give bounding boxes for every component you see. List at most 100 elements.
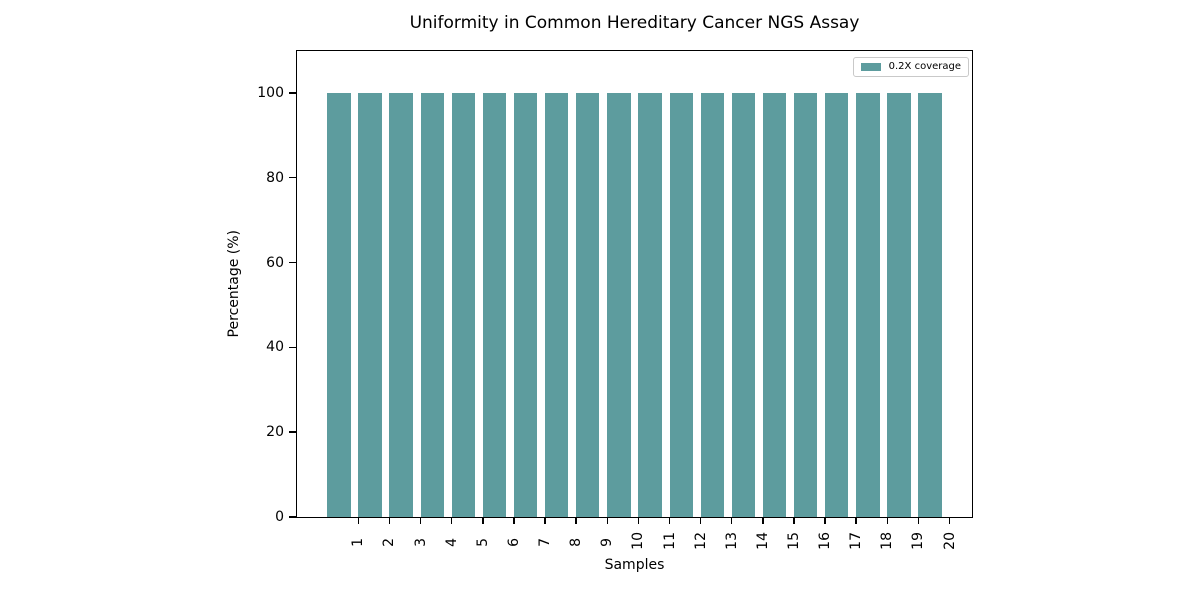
- y-tick-40: [289, 346, 296, 349]
- bar-sample-18: [856, 92, 880, 517]
- x-tick-label-7: 7: [536, 532, 554, 551]
- x-tick-label-text: 14: [754, 531, 771, 550]
- x-tick-label-text: 20: [941, 531, 958, 550]
- bar-sample-12: [669, 92, 693, 517]
- y-tick-label-100: 100: [257, 84, 284, 101]
- x-tick-label-6: 6: [505, 532, 523, 551]
- bar-sample-10: [607, 92, 631, 517]
- x-tick-10: [637, 517, 640, 524]
- x-tick-7: [544, 517, 546, 524]
- bar-sample-19: [887, 92, 911, 517]
- bar-sample-9: [576, 92, 600, 517]
- x-tick-label-text: 6: [505, 537, 522, 547]
- x-tick-label-text: 5: [474, 537, 491, 547]
- x-tick-label-text: 1: [350, 537, 367, 547]
- legend: 0.2X coverage: [852, 56, 969, 77]
- x-tick-label-text: 7: [537, 537, 554, 547]
- bar-sample-16: [793, 92, 818, 517]
- legend-label: 0.2X coverage: [888, 60, 961, 72]
- bar-sample-2: [358, 92, 382, 517]
- bar-sample-7: [513, 92, 538, 517]
- y-tick-100: [289, 92, 296, 94]
- legend-swatch: [860, 62, 881, 71]
- x-tick-13: [730, 517, 733, 524]
- x-tick-label-text: 11: [661, 531, 678, 550]
- bar-sample-4: [420, 92, 444, 517]
- x-axis-label: Samples: [604, 557, 665, 573]
- x-tick-label-5: 5: [474, 532, 492, 551]
- x-tick-label-text: 8: [568, 537, 585, 547]
- x-tick-label-text: 4: [443, 537, 460, 547]
- x-tick-18: [886, 517, 889, 524]
- x-tick-11: [668, 517, 671, 524]
- bar-sample-14: [731, 92, 756, 517]
- x-tick-9: [606, 517, 609, 524]
- bar-sample-13: [700, 92, 724, 517]
- bar-sample-6: [482, 92, 507, 517]
- x-tick-label-9: 9: [598, 532, 616, 551]
- plot-area: [295, 49, 974, 518]
- x-tick-label-1: 1: [349, 532, 367, 551]
- x-tick-5: [482, 517, 484, 524]
- y-tick-label-40: 40: [266, 339, 284, 356]
- x-tick-label-11: 11: [661, 532, 679, 554]
- x-tick-label-10: 10: [629, 532, 647, 554]
- x-tick-3: [419, 517, 422, 524]
- x-tick-label-text: 17: [848, 531, 865, 550]
- x-tick-label-text: 9: [599, 537, 616, 547]
- x-tick-label-14: 14: [754, 532, 772, 554]
- chart-title: Uniformity in Common Hereditary Cancer N…: [409, 13, 860, 33]
- x-tick-label-15: 15: [785, 532, 803, 554]
- x-tick-label-text: 16: [817, 531, 834, 550]
- bar-sample-8: [545, 92, 569, 517]
- y-tick-label-60: 60: [266, 254, 284, 271]
- x-tick-19: [917, 517, 920, 524]
- bar-sample-11: [638, 92, 662, 517]
- x-tick-label-19: 19: [909, 532, 927, 554]
- x-tick-17: [855, 517, 857, 524]
- y-tick-60: [289, 261, 296, 264]
- bar-sample-20: [918, 92, 942, 517]
- x-tick-label-3: 3: [412, 532, 430, 551]
- x-tick-label-16: 16: [816, 532, 834, 554]
- y-tick-0: [289, 516, 296, 518]
- y-tick-label-0: 0: [275, 509, 284, 525]
- x-tick-label-text: 2: [381, 537, 398, 547]
- x-tick-label-4: 4: [443, 532, 461, 551]
- x-tick-12: [699, 517, 702, 524]
- y-tick-label-80: 80: [266, 169, 284, 186]
- x-tick-label-2: 2: [380, 532, 398, 551]
- x-tick-4: [450, 517, 453, 524]
- x-tick-label-text: 12: [692, 531, 709, 550]
- x-tick-2: [388, 517, 391, 524]
- bar-sample-1: [327, 92, 351, 517]
- x-tick-8: [575, 517, 577, 524]
- x-tick-label-12: 12: [692, 532, 710, 554]
- x-tick-label-13: 13: [723, 532, 741, 554]
- y-tick-20: [289, 431, 296, 433]
- x-tick-1: [357, 517, 360, 524]
- x-tick-6: [513, 517, 515, 524]
- x-tick-label-text: 13: [723, 531, 740, 550]
- x-tick-14: [762, 517, 764, 524]
- y-tick-80: [289, 176, 296, 179]
- bar-sample-3: [389, 92, 413, 517]
- bar-sample-17: [825, 92, 849, 517]
- x-tick-15: [793, 517, 795, 524]
- x-tick-label-8: 8: [567, 532, 585, 551]
- x-tick-label-text: 18: [879, 531, 896, 550]
- y-tick-label-20: 20: [266, 424, 284, 441]
- x-tick-label-17: 17: [847, 532, 865, 554]
- x-tick-label-18: 18: [878, 532, 896, 554]
- x-tick-label-text: 15: [785, 531, 802, 550]
- x-tick-label-text: 10: [630, 531, 647, 550]
- x-tick-label-text: 19: [910, 531, 927, 550]
- x-tick-label-20: 20: [941, 532, 959, 554]
- x-tick-label-text: 3: [412, 537, 429, 547]
- x-tick-16: [824, 517, 826, 524]
- bar-sample-5: [451, 92, 476, 517]
- x-tick-20: [948, 517, 951, 524]
